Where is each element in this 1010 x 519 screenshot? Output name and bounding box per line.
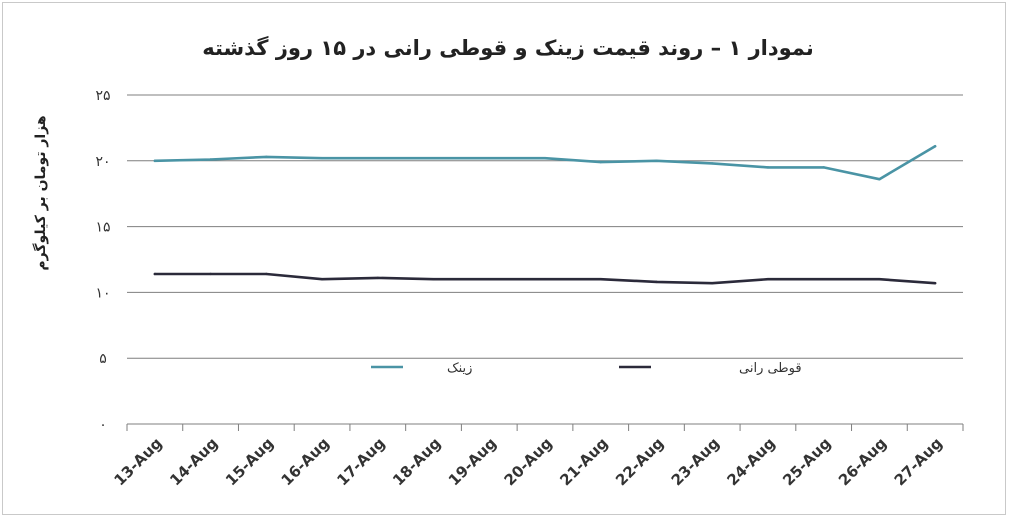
y-tick-label: ۵ xyxy=(99,351,107,367)
x-tick-label: 27-Aug xyxy=(891,434,946,489)
x-tick-label: 25-Aug xyxy=(779,434,834,489)
x-tick-label: 26-Aug xyxy=(835,434,890,489)
data-point xyxy=(878,278,881,281)
data-point xyxy=(432,156,435,160)
x-tick-label: 14-Aug xyxy=(166,434,221,489)
x-tick-label: 21-Aug xyxy=(556,434,611,489)
data-point xyxy=(153,159,157,162)
data-point xyxy=(432,278,435,281)
y-tick-label: ۲۵ xyxy=(95,88,110,104)
y-axis-ticks: ۰ ۵ ۱۰ ۱۵ ۲۰ ۲۵ xyxy=(95,88,110,433)
data-point xyxy=(599,278,602,281)
data-point xyxy=(766,278,770,281)
data-point xyxy=(153,272,157,276)
legend-label: زینک xyxy=(447,361,472,376)
x-tick-label: 15-Aug xyxy=(222,434,277,489)
data-point xyxy=(933,281,937,285)
series-line-0 xyxy=(153,145,937,181)
x-tick-label: 23-Aug xyxy=(668,434,723,489)
x-tick-label: 24-Aug xyxy=(724,434,779,489)
x-tick-label: 13-Aug xyxy=(110,434,165,489)
y-axis-label: هزار تومان بر کیلوگرم xyxy=(32,115,49,270)
data-point xyxy=(543,156,547,160)
x-tick-label: 17-Aug xyxy=(333,434,388,489)
data-point xyxy=(376,156,379,160)
data-point xyxy=(933,145,937,148)
data-point xyxy=(209,272,212,276)
gridlines xyxy=(127,94,963,359)
data-point xyxy=(488,278,491,281)
data-point xyxy=(320,278,324,281)
y-tick-label: ۰ xyxy=(99,417,107,433)
x-tick-label: 18-Aug xyxy=(389,434,444,489)
data-point xyxy=(265,272,268,276)
x-axis: 13-Aug 14-Aug 15-Aug 16-Aug 17-Aug 18-Aug 19-A… xyxy=(110,423,964,489)
x-tick-label: 22-Aug xyxy=(612,434,667,489)
data-point xyxy=(209,158,212,161)
chart: نمودار ۱ – روند قیمت زینک و قوطی رانی در… xyxy=(32,35,964,489)
data-point xyxy=(822,166,825,169)
data-point xyxy=(599,160,602,164)
x-tick-label: 19-Aug xyxy=(445,434,500,489)
data-point xyxy=(766,166,770,169)
data-point xyxy=(543,278,547,281)
legend-label: قوطی رانی xyxy=(739,361,802,376)
data-point xyxy=(320,156,324,160)
data-point xyxy=(265,155,268,159)
data-point xyxy=(878,178,881,181)
data-point xyxy=(711,281,714,285)
x-tick-label: 16-Aug xyxy=(278,434,333,489)
data-point xyxy=(655,280,658,284)
chart-title: نمودار ۱ – روند قیمت زینک و قوطی رانی در… xyxy=(202,35,814,60)
data-point xyxy=(376,276,379,280)
data-point xyxy=(655,159,658,162)
legend: زینک قوطی رانی xyxy=(371,361,802,376)
data-point xyxy=(822,278,825,281)
y-tick-label: ۱۵ xyxy=(95,220,110,236)
y-tick-label: ۲۰ xyxy=(95,154,110,170)
y-tick-label: ۱۰ xyxy=(95,285,110,301)
series-lines xyxy=(153,145,937,285)
x-tick-label: 20-Aug xyxy=(501,434,556,489)
data-point xyxy=(711,162,714,165)
data-point xyxy=(488,156,491,160)
